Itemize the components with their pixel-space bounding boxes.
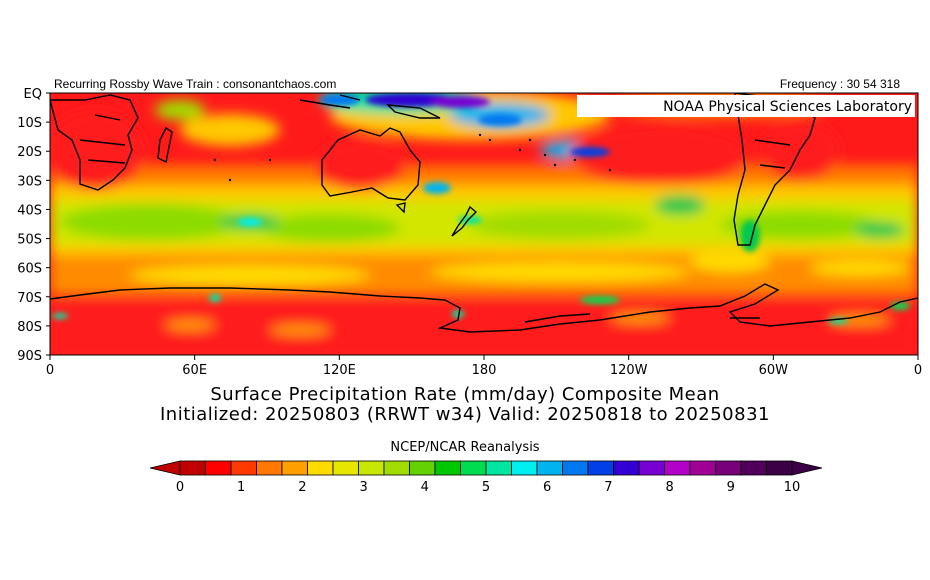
- colorbar-swatch: [562, 460, 589, 476]
- lon-label: 0: [46, 363, 54, 378]
- lat-label: EQ: [24, 87, 42, 102]
- dataset-label: NCEP/NCAR Reanalysis: [390, 440, 540, 455]
- colorbar-swatch: [434, 460, 461, 476]
- lat-label: 50S: [17, 233, 42, 248]
- colorbar-swatch: [307, 460, 334, 476]
- colorbar-swatch: [409, 460, 436, 476]
- noaa-badge-text: NOAA Physical Sciences Laboratory: [663, 99, 912, 115]
- colorbar-tick-label: 7: [604, 480, 612, 495]
- colorbar-swatch: [281, 460, 308, 476]
- colorbar-tick-label: 8: [665, 480, 673, 495]
- colorbar-tick-label: 9: [727, 480, 735, 495]
- colorbar-tick-label: 4: [421, 480, 429, 495]
- colorbar-swatch: [460, 460, 487, 476]
- colorbar-tick-label: 2: [298, 480, 306, 495]
- colorbar-tick-label: 6: [543, 480, 551, 495]
- colorbar-swatch: [256, 460, 283, 476]
- lon-label: 120E: [323, 363, 356, 378]
- colorbar-swatch: [485, 460, 512, 476]
- colorbar-swatch: [536, 460, 563, 476]
- figure-subtitle: Initialized: 20250803 (RRWT w34) Valid: …: [160, 404, 770, 425]
- coastlines: [50, 93, 918, 333]
- colorbar-swatch: [383, 460, 410, 476]
- colorbar-swatch: [638, 460, 665, 476]
- lon-label: 180: [472, 363, 497, 378]
- colorbar-tick-label: 1: [237, 480, 245, 495]
- colorbar-swatch: [179, 460, 206, 476]
- lon-label: 120W: [610, 363, 648, 378]
- lat-label: 20S: [17, 145, 42, 160]
- colorbar-swatch: [332, 460, 359, 476]
- colorbar-swatch: [511, 460, 538, 476]
- lat-label: 30S: [17, 174, 42, 189]
- colorbar-tick-label: 3: [359, 480, 367, 495]
- lon-label: 60E: [182, 363, 207, 378]
- precip-field: [50, 93, 918, 355]
- noaa-badge: [577, 95, 915, 117]
- latitude-axis: EQ 10S 20S 30S 40S 50S 60S 70S 80S 90S: [17, 87, 50, 364]
- lat-label: 90S: [17, 349, 42, 364]
- lon-label: 60W: [759, 363, 789, 378]
- colorbar-swatch: [689, 460, 716, 476]
- colorbar-swatch: [205, 460, 232, 476]
- lon-label: 0: [914, 363, 922, 378]
- colorbar: 0 1 2 3 4 5 6 7 8 9 10: [149, 460, 823, 495]
- colorbar-swatch: [358, 460, 385, 476]
- colorbar-tick-label: 10: [784, 480, 801, 495]
- colorbar-swatch: [587, 460, 614, 476]
- figure-title: Surface Precipitation Rate (mm/day) Comp…: [210, 384, 720, 405]
- colorbar-max-arrow: [791, 460, 823, 476]
- colorbar-swatch: [715, 460, 742, 476]
- lat-label: 40S: [17, 203, 42, 218]
- colorbar-swatch: [740, 460, 767, 476]
- header-right-text: Frequency : 30 54 318: [779, 77, 900, 91]
- longitude-axis: 0 60E 120E 180 120W 60W 0: [46, 355, 922, 378]
- island-dots: [213, 133, 612, 182]
- colorbar-swatch: [230, 460, 257, 476]
- colorbar-tick-label: 0: [176, 480, 184, 495]
- colorbar-swatch: [613, 460, 640, 476]
- colorbar-swatch: [664, 460, 691, 476]
- lat-label: 80S: [17, 320, 42, 335]
- colorbar-swatch: [766, 460, 793, 476]
- lat-label: 10S: [17, 116, 42, 131]
- lat-label: 60S: [17, 262, 42, 277]
- header-left-text: Recurring Rossby Wave Train : consonantc…: [54, 77, 337, 91]
- colorbar-min-arrow: [149, 460, 181, 476]
- colorbar-tick-label: 5: [482, 480, 490, 495]
- lat-label: 70S: [17, 291, 42, 306]
